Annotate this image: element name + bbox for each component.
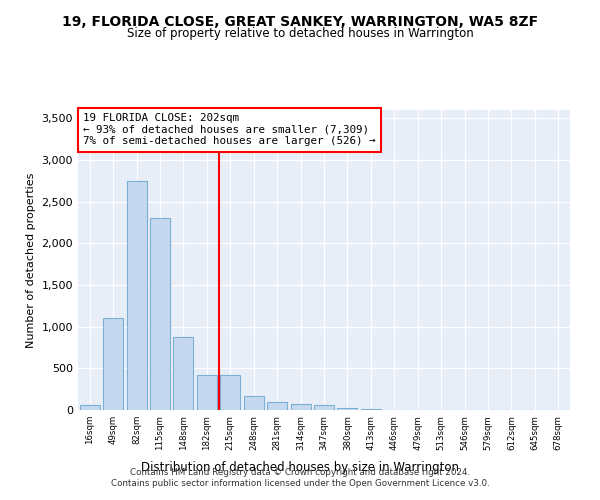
Bar: [314, 406, 334, 410]
Bar: [267, 402, 287, 410]
Bar: [150, 218, 170, 410]
Text: 19, FLORIDA CLOSE, GREAT SANKEY, WARRINGTON, WA5 8ZF: 19, FLORIDA CLOSE, GREAT SANKEY, WARRING…: [62, 15, 538, 29]
Bar: [173, 336, 193, 410]
Bar: [220, 375, 240, 410]
Bar: [244, 396, 263, 410]
Text: Size of property relative to detached houses in Warrington: Size of property relative to detached ho…: [127, 28, 473, 40]
Text: 19 FLORIDA CLOSE: 202sqm
← 93% of detached houses are smaller (7,309)
7% of semi: 19 FLORIDA CLOSE: 202sqm ← 93% of detach…: [83, 113, 376, 146]
Bar: [103, 318, 123, 410]
Text: Distribution of detached houses by size in Warrington: Distribution of detached houses by size …: [141, 461, 459, 474]
Bar: [197, 375, 217, 410]
Bar: [337, 408, 358, 410]
Bar: [80, 405, 100, 410]
Text: Contains HM Land Registry data © Crown copyright and database right 2024.
Contai: Contains HM Land Registry data © Crown c…: [110, 468, 490, 487]
Bar: [290, 404, 311, 410]
Bar: [127, 181, 146, 410]
Y-axis label: Number of detached properties: Number of detached properties: [26, 172, 36, 348]
